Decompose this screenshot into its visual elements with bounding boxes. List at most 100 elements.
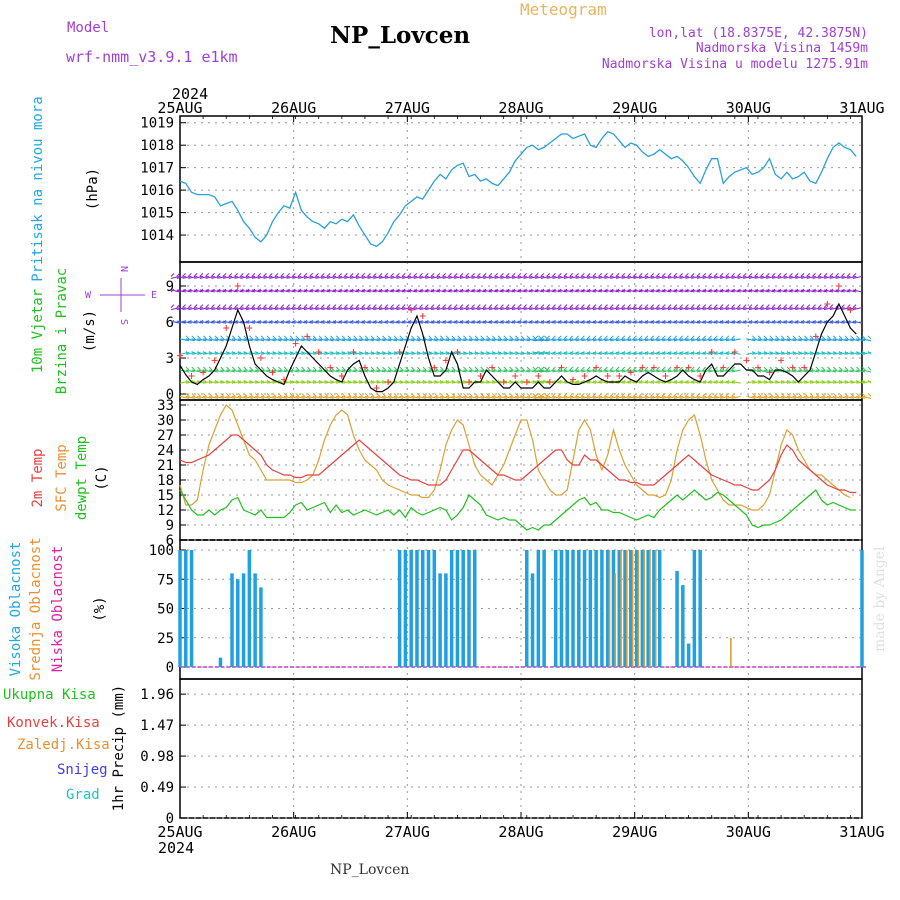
- wind-barb: [419, 307, 429, 311]
- wind-barb: [240, 307, 250, 311]
- x-tick-label-top: 28AUG: [498, 99, 543, 117]
- wind-barb: [197, 369, 207, 373]
- wind-barb: [191, 393, 196, 397]
- wind-barb: [274, 307, 285, 311]
- wind-barb: [341, 335, 346, 340]
- wind-barb: [815, 393, 820, 397]
- wind-barb: [575, 338, 585, 342]
- wind-barb: [775, 395, 785, 399]
- wind-barb: [685, 338, 695, 342]
- wind-barb: [552, 351, 556, 355]
- wind-barb: [278, 366, 282, 371]
- wind-barb: [821, 338, 831, 342]
- wind-barb: [621, 338, 631, 342]
- high-cloud-bar: [582, 550, 587, 667]
- wind-barb: [552, 304, 556, 308]
- panel-frame: [179, 539, 863, 680]
- wind-barb: [841, 307, 851, 311]
- wind-barb: [326, 319, 331, 324]
- high-cloud-bar: [600, 550, 604, 667]
- wind-barb: [615, 335, 620, 340]
- wind-barb: [540, 288, 545, 293]
- wind-barb: [823, 304, 828, 308]
- wind-barb: [644, 395, 655, 399]
- wind-barb: [453, 273, 458, 277]
- wind-barb: [569, 351, 574, 355]
- wind-barb: [656, 351, 660, 355]
- wind-barb: [812, 273, 816, 277]
- wind-barb: [491, 393, 496, 397]
- wind-barb: [748, 304, 753, 308]
- wind-barb: [856, 393, 860, 397]
- wind-barb: [297, 319, 302, 324]
- wind-barb: [673, 304, 678, 308]
- wind-barb: [832, 335, 837, 340]
- wind-barb: [364, 395, 375, 399]
- wind-barb: [656, 379, 660, 384]
- wind-barb: [231, 395, 242, 399]
- wind-barb: [286, 319, 290, 324]
- wind-barb: [257, 288, 262, 293]
- wind-barb: [592, 288, 597, 293]
- wind-barb: [257, 273, 262, 277]
- wind-barb: [587, 369, 597, 373]
- wind-barb: [650, 335, 655, 340]
- wind-barb: [488, 273, 493, 277]
- wind-barb: [662, 275, 672, 279]
- x-tick-label-bottom: 26AUG: [271, 823, 316, 841]
- wind-barb: [690, 379, 695, 384]
- wind-barb: [815, 369, 825, 373]
- high-cloud-bar: [432, 550, 437, 667]
- wind-barb: [324, 393, 329, 397]
- wind-barb: [690, 366, 695, 371]
- wind-barb: [220, 395, 230, 399]
- wind-barb: [592, 335, 597, 340]
- wind-barb: [780, 393, 785, 397]
- wind-barb: [349, 304, 354, 308]
- wind-barb: [679, 379, 683, 384]
- wind-barb: [197, 393, 201, 397]
- wind-barb: [211, 273, 215, 277]
- wind-barb: [598, 351, 603, 355]
- wind-barb: [789, 288, 793, 293]
- wind-barb: [592, 319, 597, 324]
- wind-barb: [777, 288, 782, 293]
- wind-barb: [621, 351, 626, 355]
- wind-barb: [297, 304, 302, 308]
- wind-barb: [251, 288, 256, 293]
- high-cloud-bar: [657, 550, 662, 667]
- wind-barb: [861, 395, 872, 399]
- wind-barb: [546, 304, 551, 308]
- wind-barb: [278, 338, 288, 342]
- wind-barb: [673, 369, 683, 373]
- wind-barb: [272, 338, 282, 342]
- wind-barb: [696, 338, 707, 342]
- wind-barb: [376, 395, 386, 399]
- wind-barb: [609, 393, 614, 397]
- wind-barb: [771, 319, 776, 324]
- x-tick-label-top: 29AUG: [612, 99, 657, 117]
- wind-barb: [546, 319, 551, 324]
- wind-barb: [515, 395, 525, 399]
- wind-barb: [309, 273, 314, 277]
- wind-barb: [690, 288, 695, 293]
- wind-barb: [193, 275, 204, 279]
- wind-barb: [850, 335, 855, 340]
- wind-barb: [569, 275, 579, 279]
- wind-barb: [780, 338, 791, 342]
- wind-barb: [468, 366, 473, 371]
- wind-barb: [216, 304, 221, 308]
- wind-barb: [685, 288, 689, 293]
- wind-barb: [419, 275, 429, 279]
- wind-barb: [771, 304, 776, 308]
- wind-barb: [260, 366, 265, 371]
- wind-barb: [272, 395, 282, 399]
- wind-barb: [752, 395, 762, 399]
- wind-barb: [413, 288, 418, 293]
- wind-barb: [592, 393, 597, 397]
- wind-barb: [856, 366, 860, 371]
- high-cloud-bar: [449, 550, 454, 667]
- wind-barb: [318, 338, 328, 342]
- wind-barb: [528, 319, 533, 324]
